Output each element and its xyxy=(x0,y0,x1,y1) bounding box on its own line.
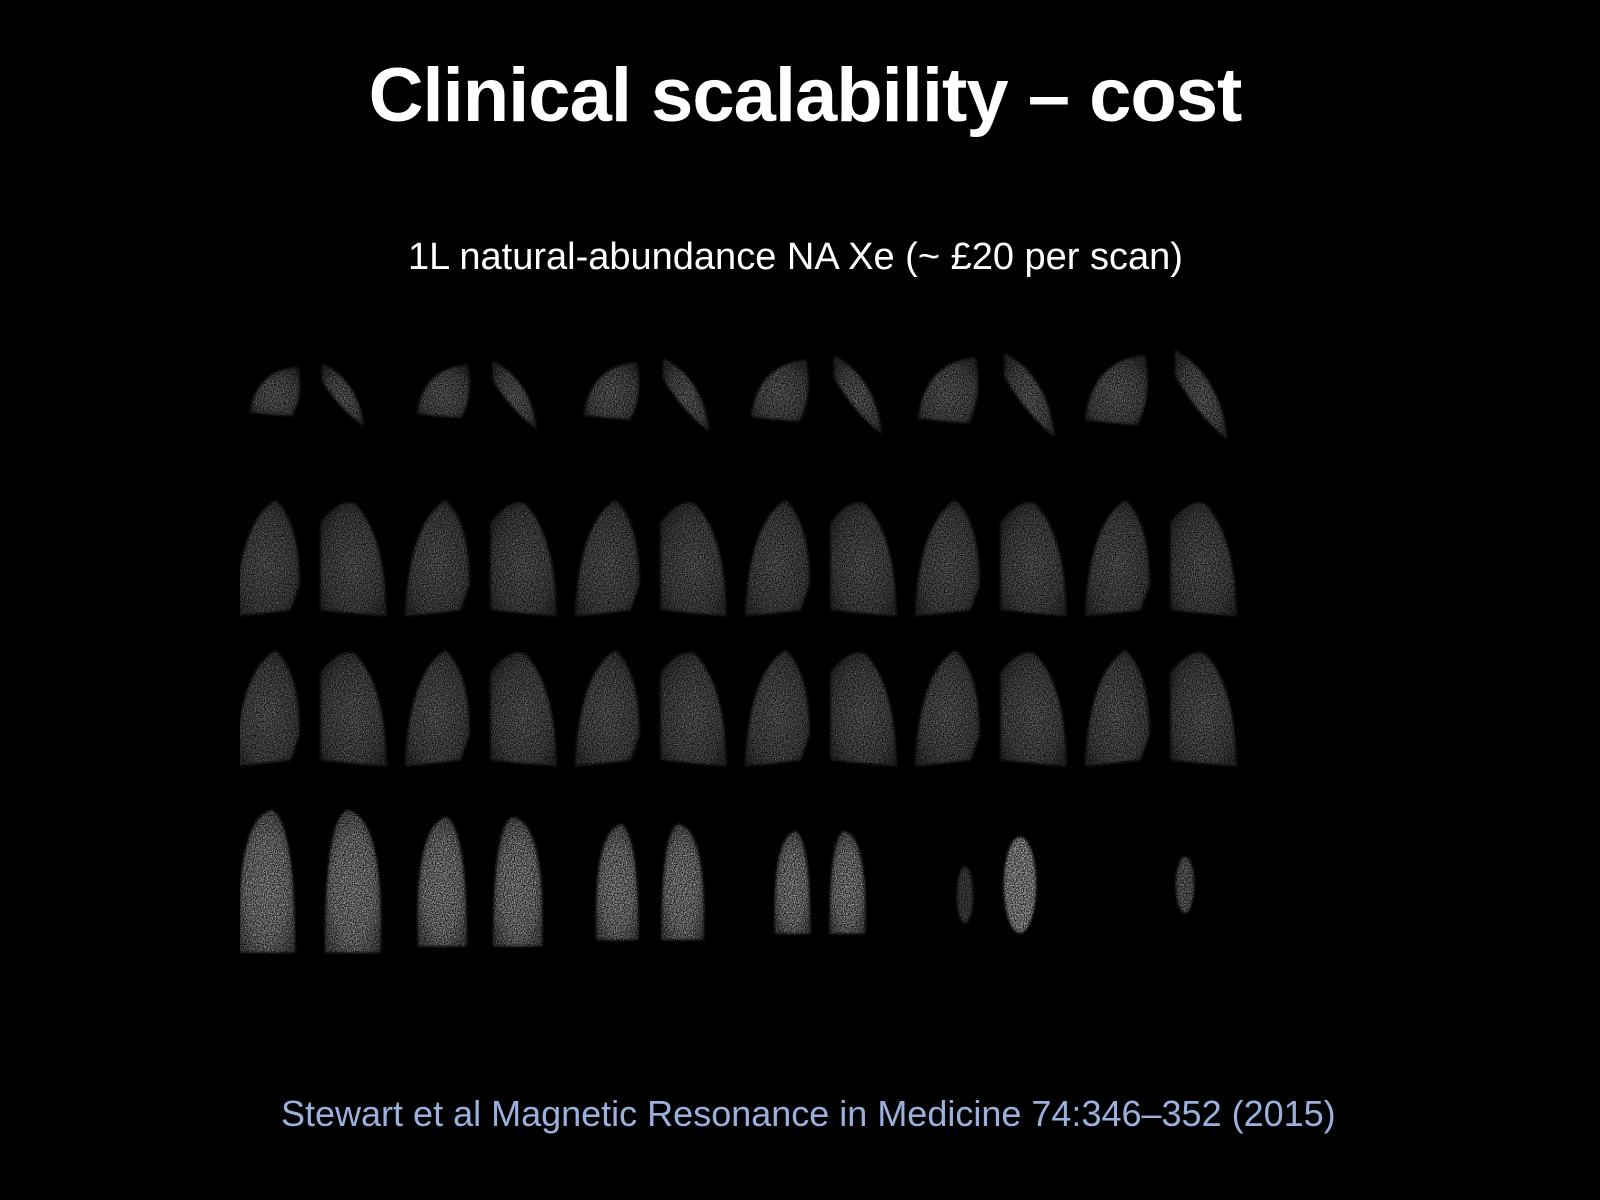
lung-slice-image xyxy=(575,500,727,617)
lung-slice-image xyxy=(1085,500,1237,617)
lung-slice-image xyxy=(745,500,897,617)
lung-slice-image xyxy=(240,650,387,767)
lung-slice-image xyxy=(575,650,727,767)
lung-slice-image xyxy=(915,500,1067,617)
lung-slice-image xyxy=(745,650,897,767)
lung-slice-image xyxy=(596,824,704,940)
citation-reference: Stewart et al Magnetic Resonance in Medi… xyxy=(281,1093,1336,1134)
lung-slice-image xyxy=(250,363,364,427)
lung-slice-image xyxy=(417,817,543,947)
lung-slice-image xyxy=(240,500,387,617)
lung-slice-image xyxy=(417,360,537,430)
lung-slice-image xyxy=(1085,650,1237,767)
lung-slice-image xyxy=(405,650,557,767)
lung-slice-image xyxy=(751,355,883,435)
lung-slice-image xyxy=(918,352,1055,438)
lung-cells xyxy=(240,350,1237,953)
slide-title: Clinical scalability – cost xyxy=(368,53,1243,138)
lung-slice-image xyxy=(1085,350,1228,440)
lung-slice-image xyxy=(915,650,1067,767)
lung-slice-image xyxy=(405,500,557,617)
lung-slice-image xyxy=(1176,857,1194,913)
lung-slice-image xyxy=(957,837,1036,933)
lung-slice-image xyxy=(240,810,381,953)
lung-mri-image-grid xyxy=(240,350,1237,953)
lung-slice-image xyxy=(774,831,866,934)
slide-subtitle: 1L natural-abundance NA Xe (~ £20 per sc… xyxy=(408,236,1183,278)
lung-slice-image xyxy=(584,358,710,432)
